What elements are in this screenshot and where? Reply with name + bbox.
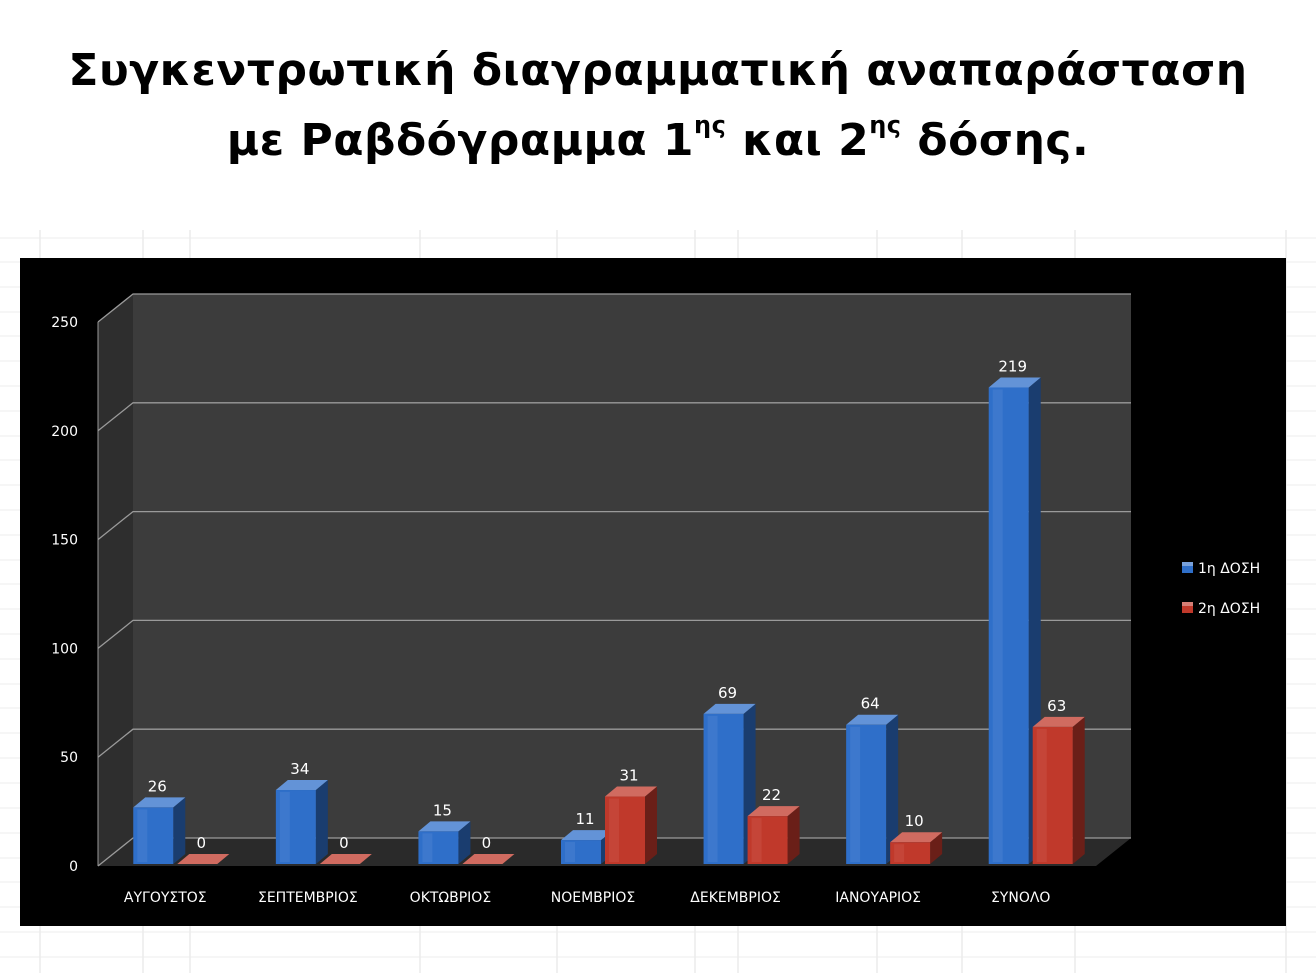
bar-highlight xyxy=(992,389,1003,862)
bar-1-3 xyxy=(418,821,471,864)
bar-2-2 xyxy=(319,854,372,864)
bar-highlight xyxy=(422,833,433,862)
bar-top xyxy=(890,832,943,843)
data-label: 0 xyxy=(482,834,492,852)
bar-highlight xyxy=(1036,728,1047,862)
bar-side xyxy=(173,797,186,864)
gridline xyxy=(97,510,1131,541)
title-line-2-part-1: με Ραβδόγραμμα 1 xyxy=(226,115,695,166)
x-tick-label: ΣΕΠΤΕΜΒΡΙΟΣ xyxy=(258,890,358,906)
y-tick-label: 100 xyxy=(51,641,78,657)
data-label: 63 xyxy=(1047,697,1066,715)
gridline xyxy=(97,728,1131,758)
bar-1-6 xyxy=(846,714,899,864)
data-label: 31 xyxy=(619,767,638,785)
bar-top xyxy=(846,714,899,725)
bar-side xyxy=(930,832,943,864)
x-tick-label: ΑΥΓΟΥΣΤΟΣ xyxy=(124,890,207,906)
bar-top xyxy=(177,854,230,864)
data-label: 15 xyxy=(433,801,452,819)
bar-highlight xyxy=(565,842,575,862)
title-superscript-1: ης xyxy=(694,111,727,139)
bar-top xyxy=(418,821,471,832)
bar-highlight xyxy=(137,809,148,862)
chart-side-wall xyxy=(98,294,133,866)
y-tick-label: 0 xyxy=(69,859,78,875)
bar-1-2 xyxy=(275,780,328,864)
title-line-1: Συγκεντρωτική διαγραμματική αναπαράσταση xyxy=(68,45,1248,96)
bar-chart: 0501001502002502603401501131692264102196… xyxy=(51,293,1260,906)
bar-top xyxy=(703,703,756,714)
bar-top xyxy=(988,377,1041,388)
legend-label: 1η ΔΟΣΗ xyxy=(1198,561,1260,577)
bar-top xyxy=(133,797,186,808)
chart-back-wall xyxy=(133,294,1131,838)
bar-highlight xyxy=(279,792,290,862)
legend-swatch-shine xyxy=(1182,562,1193,566)
data-label: 11 xyxy=(575,810,594,828)
bar-top xyxy=(605,786,657,797)
bar-2-4 xyxy=(605,786,657,864)
bar-2-5 xyxy=(747,806,800,864)
data-label: 219 xyxy=(998,357,1027,375)
gridline xyxy=(97,619,1131,649)
x-tick-label: ΟΚΤΩΒΡΙΟΣ xyxy=(410,890,492,906)
page-title: Συγκεντρωτική διαγραμματική αναπαράσταση… xyxy=(0,36,1316,176)
bar-side xyxy=(1072,716,1085,864)
bar-top xyxy=(275,780,328,791)
x-tick-label: ΔΕΚΕΜΒΡΙΟΣ xyxy=(690,890,781,906)
data-label: 0 xyxy=(197,834,207,852)
bar-top xyxy=(462,854,515,864)
bar-side xyxy=(886,714,899,864)
y-tick-label: 50 xyxy=(60,750,78,766)
bar-side xyxy=(645,786,657,864)
bar-top xyxy=(561,830,613,841)
data-label: 64 xyxy=(861,695,880,713)
bar-2-7 xyxy=(1032,716,1085,864)
bar-side xyxy=(315,780,328,864)
bar-top xyxy=(747,806,800,817)
data-label: 0 xyxy=(339,834,349,852)
bar-highlight xyxy=(751,818,762,862)
data-label: 26 xyxy=(148,777,167,795)
x-tick-label: ΝΟΕΜΒΡΙΟΣ xyxy=(551,890,635,906)
bar-highlight xyxy=(609,798,619,862)
y-tick-label: 150 xyxy=(51,533,78,549)
gridline xyxy=(97,293,1131,323)
bar-2-3 xyxy=(462,854,515,864)
x-tick-label: ΙΑΝΟΥΑΡΙΟΣ xyxy=(835,890,921,906)
title-line-2-part-2: και 2 xyxy=(726,115,870,166)
bar-top xyxy=(319,854,372,864)
x-tick-label: ΣΥΝΟΛΟ xyxy=(991,890,1051,906)
bar-top xyxy=(1032,716,1085,727)
bar-highlight xyxy=(850,726,861,862)
legend-swatch-shine xyxy=(1182,602,1193,606)
title-line-2: με Ραβδόγραμμα 1ης και 2ης δόσης. xyxy=(0,106,1316,176)
bar-2-6 xyxy=(890,832,943,864)
legend-label: 2η ΔΟΣΗ xyxy=(1198,601,1260,617)
bar-2-1 xyxy=(177,854,230,864)
y-tick-label: 250 xyxy=(51,315,78,331)
data-label: 22 xyxy=(762,786,781,804)
bar-highlight xyxy=(894,844,905,862)
legend-swatch xyxy=(1182,602,1193,613)
title-line-2-part-3: δόσης. xyxy=(901,115,1090,166)
y-tick-label: 200 xyxy=(51,424,78,440)
chart-panel: 0 50 100 150 200 250 26 0 34 0 15 0 11 31 69 22 64 10 219 6… xyxy=(20,258,1286,926)
title-superscript-2: ης xyxy=(869,111,902,139)
bar-side xyxy=(458,821,471,864)
legend-swatch xyxy=(1182,562,1193,573)
bar-1-1 xyxy=(133,797,186,864)
data-label: 69 xyxy=(718,684,737,702)
gridline xyxy=(97,402,1131,432)
data-label: 10 xyxy=(905,812,924,830)
bar-side xyxy=(787,806,800,864)
bar-highlight xyxy=(707,715,718,862)
data-label: 34 xyxy=(290,760,309,778)
